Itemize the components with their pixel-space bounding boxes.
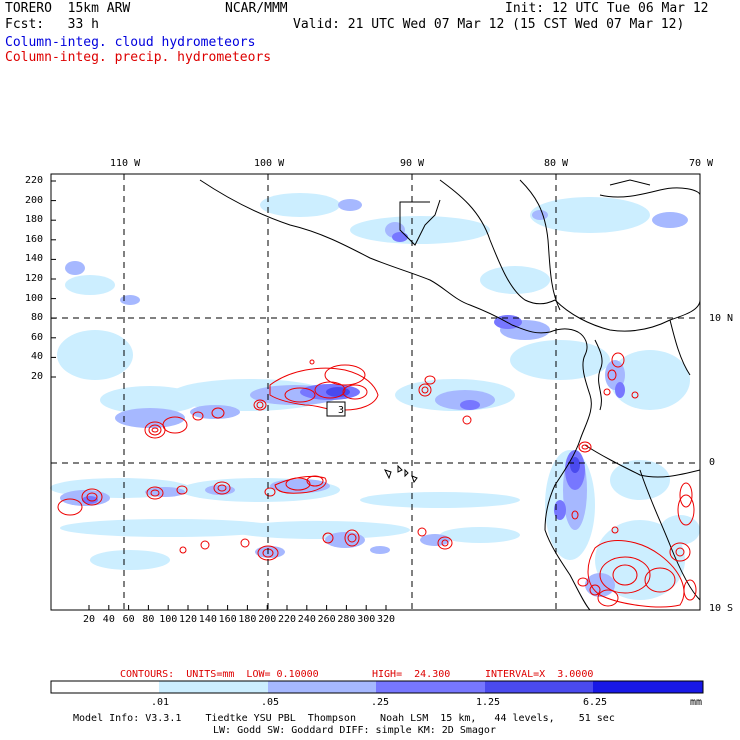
x-tick-label: 60 [122,614,135,625]
x-tick-label: 320 [377,614,396,625]
physics-info: LW: Godd SW: Goddard DIFF: simple KM: 2D… [213,725,496,736]
field-cloud-label: Column-integ. cloud hydrometeors [5,35,256,50]
x-tick-label: 20 [83,614,96,625]
lat-label-10n: 10 N [709,313,734,324]
lon-label-110w: 110 W [110,158,141,169]
lon-label-70w: 70 W [689,158,714,169]
colorbar-units: mm [690,697,703,708]
x-tick-label: 280 [337,614,356,625]
y-tick-label: 40 [31,351,44,363]
x-tick-label: 240 [297,614,316,625]
valid-time: Valid: 21 UTC Wed 07 Mar 12 (15 CST Wed … [293,17,685,32]
coastlines [199,179,701,611]
model-title: TORERO 15km ARW [5,1,131,16]
x-tick-label: 220 [278,614,297,625]
lon-label-90w: 90 W [400,158,425,169]
x-tick-label: 160 [218,614,237,625]
y-tick-label: 100 [25,292,44,304]
lon-label-100w: 100 W [254,158,285,169]
x-tick-label: 120 [179,614,198,625]
forecast-hour: Fcst: 33 h [5,17,99,32]
colorbar-bin [376,681,485,693]
y-tick-label: 120 [25,273,44,284]
map-frame [50,173,701,611]
max-value-label: 3 [338,405,344,416]
x-tick-label: 180 [238,614,257,625]
x-tick-label: 200 [258,614,277,625]
x-tick-label: 80 [142,614,155,625]
y-tick-label: 160 [25,233,44,245]
contours-high: HIGH= 24.300 [372,669,451,680]
colorbar-bin [268,681,376,693]
y-tick-label: 180 [25,214,44,226]
colorbar-value-125: 1.25 [476,697,501,708]
init-time: Init: 12 UTC Tue 06 Mar 12 [505,1,709,16]
y-tick-label: 60 [31,331,44,343]
colorbar-bin [593,681,703,693]
precip-contours [57,352,697,608]
x-tick-label: 260 [317,614,336,625]
y-tick-label: 200 [25,194,44,206]
colorbar-value-625: 6.25 [583,697,608,708]
colorbar-bin [159,681,268,693]
colorbar-value-005: .05 [261,697,280,708]
x-tick-label: 140 [198,614,217,625]
model-info: Model Info: V3.3.1 Tiedtke YSU PBL Thomp… [73,713,615,724]
colorbar-bin [485,681,593,693]
lat-label-0: 0 [709,457,716,468]
colorbar-value-025: .25 [371,697,390,708]
center-label: NCAR/MMM [225,1,288,16]
graticule [51,174,700,610]
colorbar-value-001: .01 [151,697,170,708]
x-tick-label: 300 [357,614,376,625]
x-tick-label: 40 [102,614,115,625]
contours-interval: INTERVAL=X 3.0000 [485,669,594,680]
lon-label-80w: 80 W [544,158,569,169]
x-tick-label: 100 [159,614,178,625]
y-tick-label: 140 [25,253,44,265]
colorbar-bin [51,681,159,693]
lat-label-10s: 10 S [709,603,734,614]
y-tick-label: 220 [25,175,44,186]
max-value-box [326,401,346,417]
y-tick-label: 20 [31,371,44,382]
y-tick-label: 80 [31,312,44,324]
contours-info: CONTOURS: UNITS=mm LOW= 0.10000 [120,669,319,680]
field-precip-label: Column-integ. precip. hydrometeors [5,50,272,65]
